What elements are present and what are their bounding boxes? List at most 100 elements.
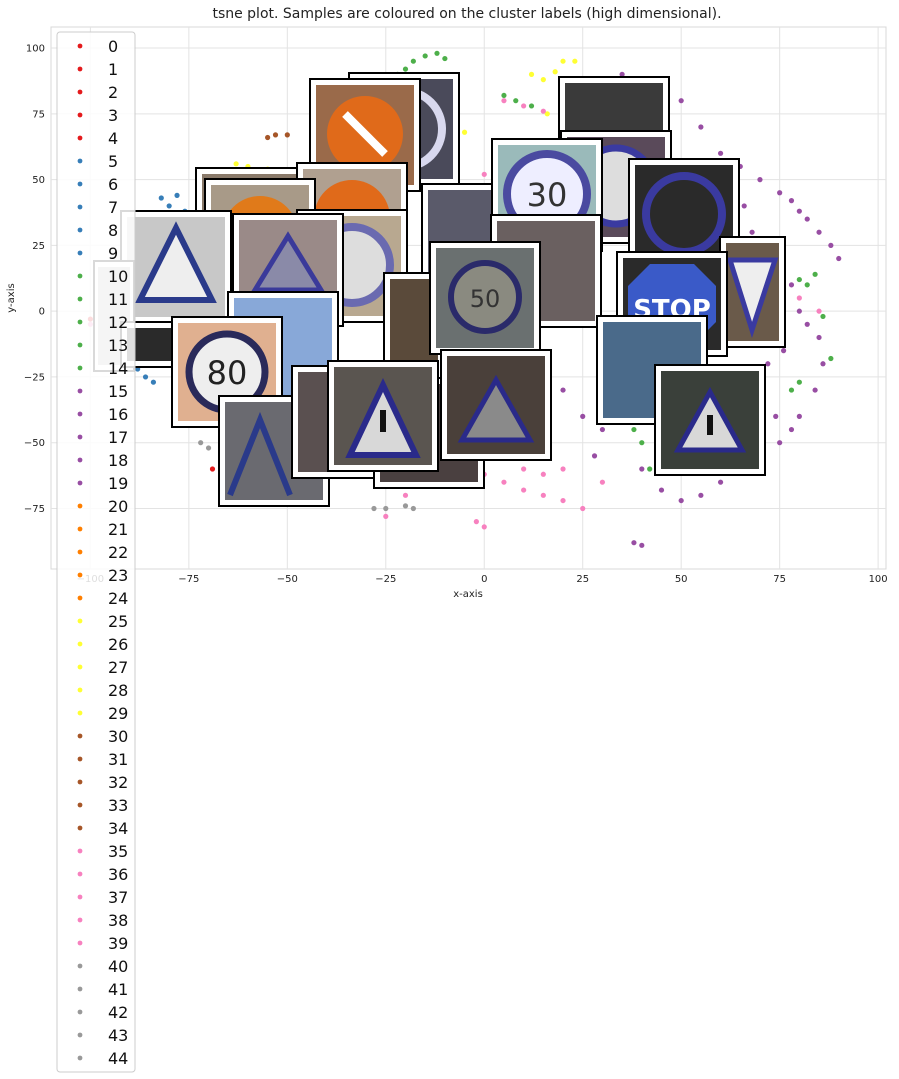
scatter-point — [473, 519, 479, 525]
scatter-point — [481, 171, 487, 177]
scatter-point — [410, 58, 416, 64]
scatter-point — [796, 208, 802, 214]
scatter-point — [158, 195, 164, 201]
scatter-point — [284, 132, 290, 138]
legend-marker — [77, 733, 83, 739]
legend-label: 8 — [108, 221, 118, 240]
scatter-point — [698, 124, 704, 130]
scatter-point — [639, 542, 645, 548]
legend-marker — [77, 526, 83, 532]
scatter-point — [142, 374, 149, 380]
x-tick-label: 25 — [576, 574, 589, 585]
scatter-point — [513, 98, 519, 104]
scatter-point — [796, 276, 802, 283]
y-tick-label: −25 — [24, 372, 45, 383]
scatter-point — [501, 98, 507, 104]
legend-marker — [77, 618, 83, 624]
scatter-point — [599, 479, 606, 485]
legend-marker — [77, 181, 83, 187]
legend-label: 39 — [108, 934, 128, 953]
legend-label: 4 — [108, 129, 118, 148]
scatter-point — [639, 466, 645, 472]
scatter-point — [717, 150, 724, 156]
scatter-point — [434, 50, 440, 56]
legend-marker — [77, 963, 83, 969]
scatter-point — [812, 387, 818, 393]
scatter-point — [402, 66, 409, 72]
x-axis-label: x-axis — [453, 589, 483, 600]
scatter-point — [765, 361, 771, 367]
legend-marker — [77, 112, 83, 118]
legend-marker — [77, 135, 83, 141]
scatter-point — [780, 348, 787, 354]
legend-marker — [77, 66, 83, 72]
legend-label: 7 — [108, 198, 118, 217]
legend-marker — [77, 434, 83, 440]
y-tick-label: −75 — [24, 504, 45, 515]
x-tick-label: 0 — [481, 574, 487, 585]
legend-label: 31 — [108, 750, 128, 769]
legend-label: 3 — [108, 106, 118, 125]
scatter-point — [828, 355, 834, 362]
scatter-point — [788, 387, 795, 393]
scatter-point — [828, 242, 834, 248]
thumb-sign-6 — [719, 236, 786, 348]
legend-marker — [77, 250, 83, 256]
scatter-point — [820, 361, 826, 367]
scatter-point — [402, 492, 409, 498]
scatter-point — [741, 203, 747, 209]
legend-label: 14 — [108, 359, 128, 378]
legend-marker — [77, 825, 83, 831]
y-tick-label: −50 — [24, 438, 45, 449]
scatter-point — [481, 524, 487, 530]
legend-marker — [77, 43, 83, 49]
legend-marker — [77, 756, 83, 762]
legend-label: 41 — [108, 980, 128, 999]
y-tick-label: 50 — [32, 175, 45, 186]
x-tick-label: 75 — [773, 574, 786, 585]
scatter-point — [749, 229, 755, 235]
legend-marker — [77, 1055, 83, 1061]
legend-marker — [77, 572, 83, 578]
legend-label: 19 — [108, 474, 128, 493]
scatter-point — [205, 445, 212, 451]
scatter-point — [647, 466, 653, 472]
legend-label: 21 — [108, 520, 128, 539]
legend-marker — [77, 388, 83, 394]
x-tick-label: −25 — [375, 574, 396, 585]
scatter-point — [591, 453, 598, 459]
x-tick-label: 50 — [675, 574, 688, 585]
y-tick-label: 75 — [32, 109, 45, 120]
legend-label: 34 — [108, 819, 128, 838]
scatter-point — [820, 313, 826, 320]
scatter-point — [209, 466, 216, 472]
legend-label: 17 — [108, 428, 128, 447]
legend-marker — [77, 227, 83, 233]
scatter-point — [265, 134, 271, 141]
scatter-point — [272, 132, 279, 138]
scatter-point — [796, 413, 802, 419]
scatter-point — [631, 540, 637, 546]
legend-marker — [77, 273, 83, 279]
legend-marker — [77, 848, 83, 854]
scatter-point — [804, 282, 810, 288]
legend-marker — [77, 457, 83, 463]
legend-marker — [77, 296, 83, 302]
legend-marker — [77, 710, 83, 716]
scatter-point — [580, 505, 586, 512]
legend-marker — [77, 779, 83, 785]
scatter-point — [174, 192, 180, 198]
legend-marker — [77, 986, 83, 992]
scatter-point — [552, 69, 558, 75]
scatter-point — [560, 466, 566, 472]
scatter-point — [198, 440, 204, 446]
scatter-point — [383, 513, 389, 519]
scatter-point — [796, 308, 802, 314]
legend-marker — [77, 894, 83, 900]
legend-marker — [77, 917, 83, 923]
thumb-sign-29 — [440, 349, 552, 461]
scatter-point — [383, 505, 389, 512]
legend-label: 12 — [108, 313, 128, 332]
legend-label: 6 — [108, 175, 118, 194]
